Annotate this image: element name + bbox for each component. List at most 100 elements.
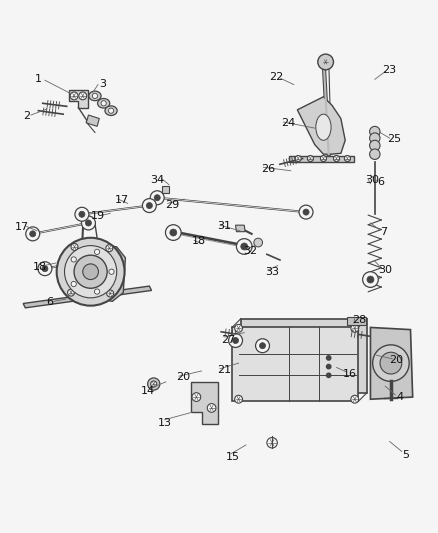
Circle shape [326,365,331,369]
Polygon shape [62,240,125,301]
Text: 18: 18 [191,236,205,246]
Circle shape [95,249,100,254]
Circle shape [237,239,252,254]
Circle shape [95,289,100,294]
Text: 33: 33 [265,266,279,277]
Text: 31: 31 [217,221,231,231]
Circle shape [72,255,86,269]
Circle shape [150,191,164,205]
Polygon shape [289,156,354,162]
Circle shape [363,272,378,287]
Circle shape [71,257,76,262]
Text: 27: 27 [222,335,236,345]
Circle shape [106,245,113,252]
Circle shape [83,264,99,279]
Circle shape [259,343,265,349]
Ellipse shape [105,106,117,116]
Text: 13: 13 [158,418,172,428]
Circle shape [235,325,243,332]
Circle shape [81,216,95,230]
Circle shape [326,356,331,360]
Text: 22: 22 [269,72,283,82]
Ellipse shape [316,114,331,140]
Text: 19: 19 [91,212,105,221]
Circle shape [148,378,160,390]
Text: 29: 29 [165,200,179,209]
Circle shape [373,345,409,382]
Text: 6: 6 [46,297,53,307]
Polygon shape [23,286,152,308]
Circle shape [207,403,216,413]
Circle shape [321,156,326,161]
Text: 16: 16 [343,369,357,379]
Circle shape [109,269,114,274]
Polygon shape [297,97,345,154]
Circle shape [57,238,124,305]
Polygon shape [236,225,245,232]
Polygon shape [371,327,413,399]
Text: 4: 4 [396,392,403,402]
Circle shape [67,289,74,296]
Circle shape [192,393,201,401]
Circle shape [70,92,78,100]
Circle shape [351,325,359,332]
Circle shape [76,259,82,265]
Polygon shape [232,327,358,401]
Circle shape [254,238,262,247]
Circle shape [75,207,89,221]
Text: 6: 6 [378,176,385,187]
Text: 17: 17 [115,196,130,205]
Circle shape [229,334,243,348]
Circle shape [107,290,114,297]
Circle shape [322,59,329,66]
Text: 28: 28 [352,314,366,325]
Text: 34: 34 [150,175,164,185]
Polygon shape [191,382,218,424]
Circle shape [299,205,313,219]
Text: 15: 15 [226,452,240,462]
Polygon shape [162,186,169,193]
Circle shape [142,199,156,213]
Circle shape [241,243,248,250]
Circle shape [71,244,78,251]
Text: 26: 26 [261,164,275,174]
Circle shape [109,108,114,114]
Circle shape [64,246,117,298]
Text: 2: 2 [23,111,30,122]
Circle shape [295,156,301,161]
Ellipse shape [89,91,101,101]
Text: 21: 21 [217,365,231,375]
Text: 20: 20 [176,373,191,383]
Text: 14: 14 [141,385,155,395]
Circle shape [151,381,157,387]
Polygon shape [86,115,99,126]
Circle shape [74,255,107,288]
Circle shape [79,211,85,217]
Circle shape [101,101,106,106]
Ellipse shape [98,99,110,108]
Text: 18: 18 [32,262,47,271]
Circle shape [307,156,314,161]
Circle shape [255,339,269,353]
Text: 7: 7 [380,227,387,237]
Circle shape [166,225,181,240]
Circle shape [42,265,48,272]
Text: 20: 20 [389,355,404,365]
Circle shape [30,231,36,237]
Text: 30: 30 [378,265,392,275]
Circle shape [26,227,40,241]
Circle shape [267,438,277,448]
Polygon shape [241,319,367,393]
Text: 3: 3 [99,79,106,88]
Circle shape [370,133,380,143]
Circle shape [154,195,160,201]
Circle shape [146,203,152,208]
Circle shape [344,156,350,161]
Circle shape [367,276,374,283]
Text: 23: 23 [382,65,397,75]
Circle shape [92,93,98,99]
Circle shape [380,352,402,374]
Text: 1: 1 [35,75,42,84]
Circle shape [235,395,243,403]
Text: 24: 24 [281,118,295,128]
